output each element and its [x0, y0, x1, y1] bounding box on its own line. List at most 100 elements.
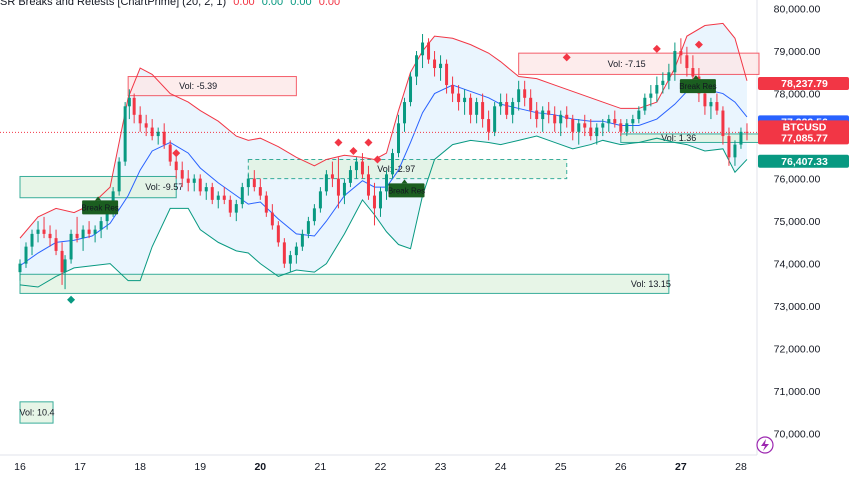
x-tick-label: 27	[675, 461, 687, 473]
candle-body	[288, 255, 292, 264]
price-axis	[757, 0, 852, 485]
candle-body	[60, 250, 64, 273]
candle-body	[360, 161, 364, 175]
candle-body	[48, 233, 52, 239]
candle-body	[463, 97, 467, 103]
y-tick-label: 78,000.00	[774, 89, 821, 101]
lightning-icon-bolt	[761, 439, 769, 451]
candle-body	[505, 102, 509, 115]
candle-body	[655, 85, 659, 94]
candle-body	[282, 242, 286, 264]
candle-body	[216, 195, 220, 200]
candle-body	[294, 246, 298, 256]
candle-body	[679, 51, 683, 56]
candle-body	[613, 119, 617, 124]
candle-body	[511, 102, 515, 115]
candle-body	[631, 119, 635, 124]
candle-body	[354, 161, 358, 171]
break-res-arrow	[692, 75, 699, 80]
candle-body	[174, 161, 178, 171]
candle-body	[81, 229, 85, 239]
candle-body	[469, 97, 473, 115]
break-res-label: Break Res	[81, 196, 119, 215]
candle-body	[264, 195, 268, 213]
candle-body	[324, 174, 328, 192]
y-tick-label: 75,000.00	[774, 216, 821, 228]
candle-body	[535, 110, 539, 120]
candle-body	[427, 42, 431, 60]
candle-body	[42, 229, 46, 234]
candle-body	[246, 178, 250, 188]
candle-body	[258, 187, 262, 196]
candle-body	[198, 178, 202, 192]
x-tick-label: 23	[435, 461, 447, 473]
x-tick-label: 28	[735, 461, 747, 473]
candle-body	[240, 187, 244, 205]
candle-body	[571, 119, 575, 132]
candle-body	[75, 233, 79, 239]
candle-body	[30, 233, 34, 247]
candle-body	[54, 238, 58, 251]
sr-box-label: Vol: -7.15	[608, 59, 646, 69]
red-diamond-marker	[364, 138, 373, 147]
price-tag-text: 78,237.79	[781, 78, 828, 90]
sr-box-support	[19, 273, 670, 294]
lower-band-line	[19, 135, 748, 288]
candle-body	[138, 114, 142, 124]
sr-box-support	[247, 158, 568, 180]
price-tag	[758, 76, 849, 90]
candle-body	[457, 93, 461, 103]
red-diamond-marker	[172, 149, 181, 158]
price-tag-subtext: 77,085.77	[781, 132, 828, 144]
candle-body	[192, 178, 196, 183]
candle-body	[487, 119, 491, 132]
x-tick-label: 17	[74, 461, 86, 473]
candle-body	[270, 212, 274, 226]
red-diamond-marker	[694, 40, 703, 49]
sr-box-label: Vol: -2.97	[377, 164, 415, 174]
candle-body	[589, 127, 593, 137]
break-res-box	[388, 183, 425, 198]
break-res-text: Break Res	[679, 82, 716, 91]
candle-body	[529, 97, 533, 111]
upper-band-line	[19, 22, 748, 239]
candle-body	[673, 51, 677, 73]
x-tick-label: 25	[555, 461, 567, 473]
sr-box-label: Vol: -5.39	[179, 81, 217, 91]
break-res-label: Break Res	[388, 179, 425, 198]
indicator-header: SR Breaks and Retests [ChartPrime] (20, …	[0, 0, 340, 8]
candle-body	[378, 191, 382, 209]
candle-body	[607, 119, 611, 124]
candle-body	[63, 259, 67, 273]
candle-body	[69, 233, 73, 260]
candle-body	[336, 178, 340, 196]
candle-body	[721, 110, 725, 137]
candle-body	[234, 204, 238, 213]
candle-body	[709, 102, 713, 107]
candle-body	[409, 76, 413, 103]
x-tick-label: 26	[615, 461, 627, 473]
candle-body	[252, 178, 256, 188]
y-tick-label: 71,000.00	[774, 386, 821, 398]
y-tick-label: 79,000.00	[774, 46, 821, 58]
red-diamond-marker	[373, 155, 382, 164]
break-res-text: Break Res	[81, 203, 118, 212]
candle-body	[475, 102, 479, 115]
x-tick-label: 20	[254, 461, 266, 473]
candle-body	[727, 136, 731, 158]
sr-box-resistance	[127, 76, 297, 97]
break-res-arrow	[401, 179, 408, 184]
price-tag	[758, 120, 849, 145]
y-tick-label: 72,000.00	[774, 344, 821, 356]
x-tick-label: 24	[495, 461, 507, 473]
candle-body	[210, 187, 214, 200]
break-res-label: Break Res	[679, 75, 717, 94]
candle-body	[445, 63, 449, 86]
candle-body	[499, 102, 503, 107]
candle-body	[342, 182, 346, 196]
candle-body	[685, 55, 689, 69]
indicator-name: SR Breaks and Retests [ChartPrime] (20, …	[0, 0, 227, 8]
break-res-box	[679, 79, 716, 94]
